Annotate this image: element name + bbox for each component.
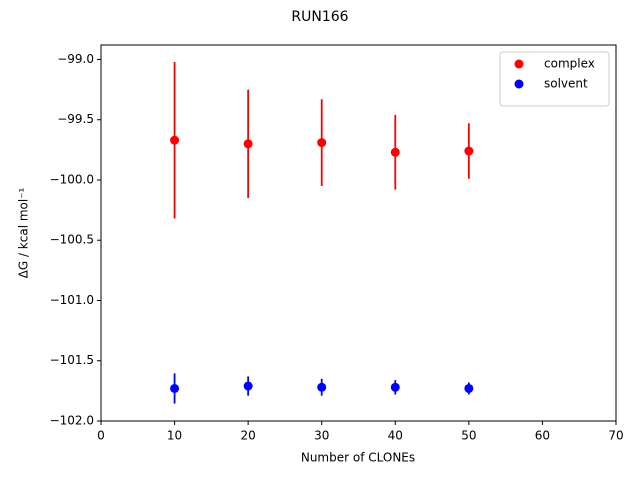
- plot-frame: [100, 44, 617, 422]
- x-tick-label: 40: [388, 429, 403, 443]
- x-tick-label: 30: [314, 429, 329, 443]
- x-axis-label: Number of CLONEs: [301, 451, 415, 465]
- chart-title: RUN166: [291, 9, 348, 25]
- point: [464, 383, 474, 393]
- y-axis-label: ΔG / kcal mol⁻¹: [17, 187, 31, 278]
- x-tick-label: 20: [241, 429, 256, 443]
- y-tick-label: −101.0: [50, 293, 94, 307]
- point: [390, 147, 400, 157]
- x-tick-label: 70: [608, 429, 623, 443]
- legend-marker: [514, 79, 524, 89]
- legend-label: solvent: [544, 77, 588, 91]
- point: [170, 135, 180, 145]
- y-tick-label: −99.0: [57, 52, 94, 66]
- x-tick-label: 0: [97, 429, 105, 443]
- y-tick-label: −100.5: [50, 233, 94, 247]
- y-tick-label: −101.5: [50, 353, 94, 367]
- y-tick-label: −102.0: [50, 414, 94, 428]
- point: [317, 138, 327, 148]
- point: [390, 382, 400, 392]
- point: [243, 139, 253, 149]
- point: [317, 382, 327, 392]
- y-tick-label: −99.5: [57, 112, 94, 126]
- x-tick-label: 10: [167, 429, 182, 443]
- point: [170, 383, 180, 393]
- y-tick-label: −100.0: [50, 172, 94, 186]
- point: [464, 146, 474, 156]
- x-tick-label: 60: [535, 429, 550, 443]
- point: [243, 381, 253, 391]
- legend-box: [499, 51, 610, 107]
- legend-marker: [514, 59, 524, 69]
- x-tick-label: 50: [461, 429, 476, 443]
- legend-label: complex: [544, 57, 595, 71]
